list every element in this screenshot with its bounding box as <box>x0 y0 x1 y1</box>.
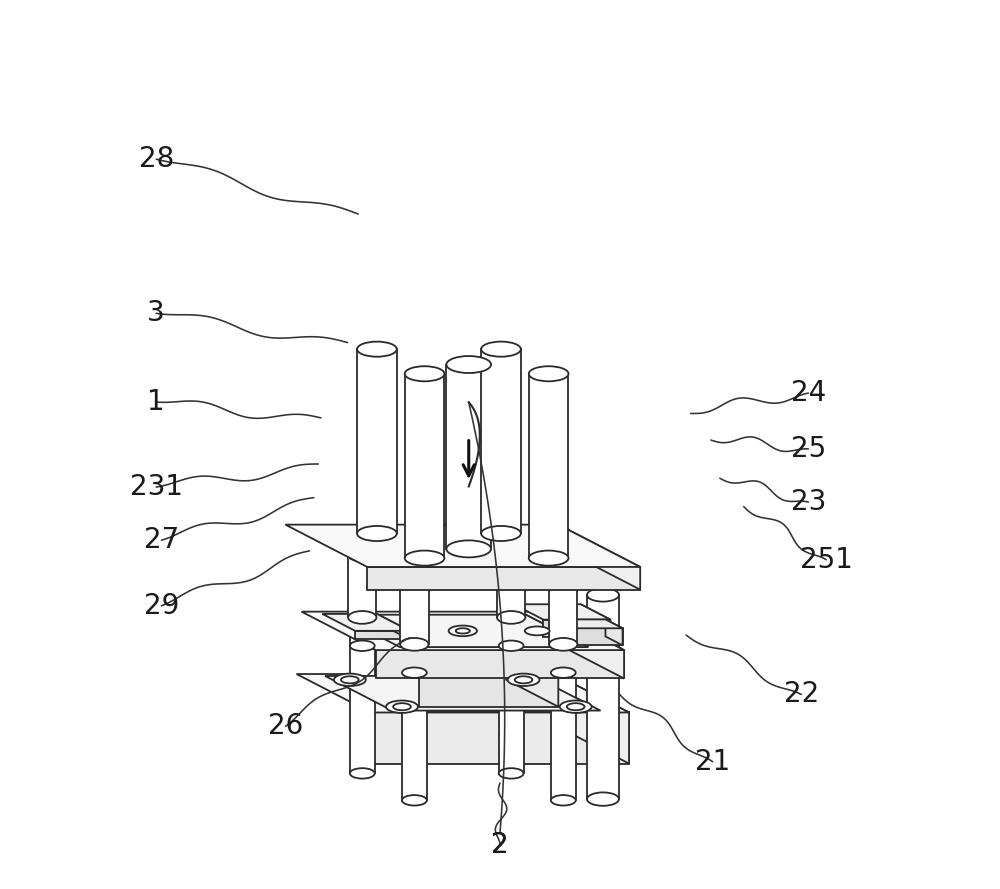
Text: 2: 2 <box>491 831 509 859</box>
Ellipse shape <box>402 795 427 805</box>
Polygon shape <box>337 614 588 647</box>
Polygon shape <box>297 674 629 712</box>
Polygon shape <box>551 645 576 800</box>
Polygon shape <box>350 618 375 773</box>
Ellipse shape <box>499 768 524 779</box>
Ellipse shape <box>350 768 375 779</box>
Polygon shape <box>550 612 624 678</box>
Polygon shape <box>285 525 640 567</box>
Polygon shape <box>543 620 610 637</box>
Ellipse shape <box>567 703 585 710</box>
Polygon shape <box>325 676 600 710</box>
Ellipse shape <box>551 668 576 678</box>
Ellipse shape <box>549 575 577 589</box>
Polygon shape <box>526 614 588 647</box>
Text: 21: 21 <box>695 748 730 776</box>
Polygon shape <box>402 645 427 800</box>
Polygon shape <box>581 605 610 637</box>
Ellipse shape <box>456 629 470 634</box>
Ellipse shape <box>402 639 427 650</box>
Polygon shape <box>499 618 524 773</box>
Ellipse shape <box>393 703 411 710</box>
Polygon shape <box>529 373 568 558</box>
Ellipse shape <box>481 526 521 541</box>
Text: 26: 26 <box>268 712 303 741</box>
Ellipse shape <box>350 641 375 651</box>
Polygon shape <box>605 620 623 645</box>
Ellipse shape <box>508 674 540 686</box>
Polygon shape <box>555 674 629 764</box>
Ellipse shape <box>400 638 429 651</box>
Text: 23: 23 <box>791 488 826 517</box>
Polygon shape <box>573 629 623 645</box>
Ellipse shape <box>446 356 491 373</box>
Ellipse shape <box>348 549 376 561</box>
Ellipse shape <box>405 550 444 565</box>
Polygon shape <box>376 650 624 678</box>
Polygon shape <box>514 605 610 620</box>
Polygon shape <box>549 582 577 645</box>
Polygon shape <box>558 525 640 589</box>
Ellipse shape <box>515 677 532 684</box>
Text: 1: 1 <box>147 388 165 416</box>
Ellipse shape <box>348 611 376 624</box>
Ellipse shape <box>386 701 418 713</box>
Text: 22: 22 <box>784 680 819 709</box>
Polygon shape <box>301 612 624 650</box>
Polygon shape <box>556 620 623 629</box>
Ellipse shape <box>402 668 427 678</box>
Text: 27: 27 <box>144 526 179 554</box>
Polygon shape <box>446 364 491 549</box>
Polygon shape <box>367 645 558 673</box>
Ellipse shape <box>551 639 576 650</box>
Polygon shape <box>371 712 629 764</box>
Polygon shape <box>355 631 410 639</box>
Polygon shape <box>497 555 525 618</box>
Polygon shape <box>357 349 397 533</box>
Ellipse shape <box>497 549 525 561</box>
Ellipse shape <box>551 795 576 805</box>
Ellipse shape <box>529 550 568 565</box>
Ellipse shape <box>497 611 525 624</box>
Ellipse shape <box>341 677 359 684</box>
Ellipse shape <box>549 638 577 651</box>
Ellipse shape <box>446 541 491 557</box>
Text: 28: 28 <box>139 145 174 173</box>
Polygon shape <box>405 373 444 558</box>
Polygon shape <box>533 676 600 710</box>
Text: 29: 29 <box>144 592 179 620</box>
Text: 24: 24 <box>791 379 826 407</box>
Text: 25: 25 <box>791 435 826 463</box>
Ellipse shape <box>350 613 375 622</box>
Ellipse shape <box>587 792 619 805</box>
Ellipse shape <box>529 366 568 381</box>
Polygon shape <box>587 595 619 799</box>
Ellipse shape <box>449 626 477 637</box>
Ellipse shape <box>587 589 619 602</box>
Text: 231: 231 <box>130 473 183 501</box>
Text: 251: 251 <box>800 546 853 573</box>
Polygon shape <box>322 614 410 631</box>
Polygon shape <box>348 555 376 618</box>
Polygon shape <box>377 614 410 639</box>
Ellipse shape <box>499 641 524 651</box>
Ellipse shape <box>357 341 397 356</box>
Text: 2: 2 <box>491 831 509 859</box>
Polygon shape <box>419 673 558 707</box>
Text: 3: 3 <box>147 300 165 327</box>
Ellipse shape <box>499 613 524 622</box>
Ellipse shape <box>405 366 444 381</box>
Polygon shape <box>367 567 640 589</box>
Ellipse shape <box>357 526 397 541</box>
Ellipse shape <box>334 674 366 686</box>
Ellipse shape <box>525 627 550 636</box>
Ellipse shape <box>400 575 429 589</box>
Ellipse shape <box>560 701 592 713</box>
Polygon shape <box>481 349 521 533</box>
Polygon shape <box>400 582 429 645</box>
Polygon shape <box>506 645 558 707</box>
Ellipse shape <box>481 341 521 356</box>
